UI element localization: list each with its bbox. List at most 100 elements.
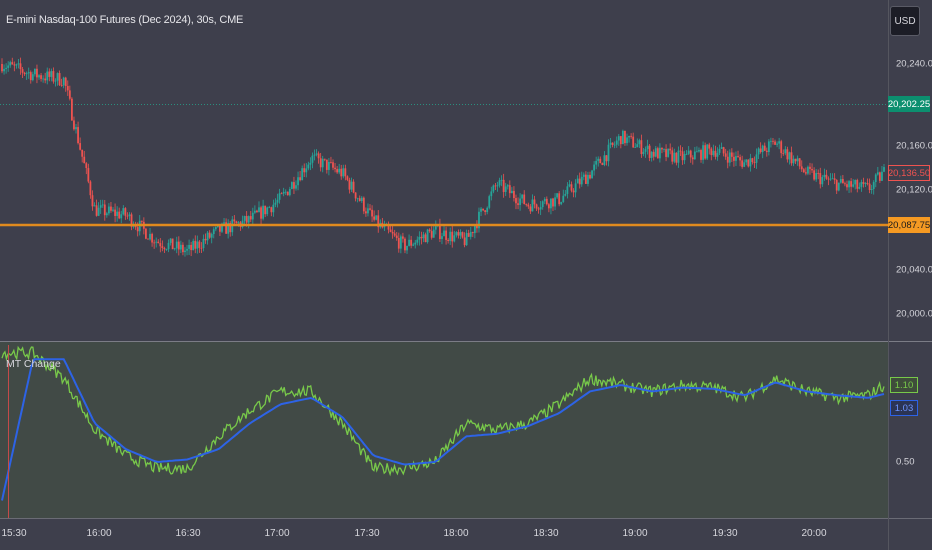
- candle-body: [774, 141, 776, 145]
- indicator-tick-label: 0.50: [896, 456, 915, 468]
- candle-body: [578, 178, 581, 185]
- candle-body: [562, 195, 565, 202]
- candle-body: [650, 151, 653, 158]
- candle-body: [95, 205, 98, 216]
- candle-body: [114, 209, 116, 216]
- candle-body: [541, 201, 544, 208]
- candle-body: [313, 154, 316, 156]
- candle-body: [743, 162, 746, 167]
- candle-body: [654, 148, 657, 157]
- candle-body: [465, 233, 468, 246]
- candle-body: [613, 144, 616, 146]
- candle-body: [525, 203, 528, 205]
- candle-body: [190, 244, 193, 251]
- candle-body: [235, 221, 238, 224]
- candle-body: [663, 149, 665, 150]
- candle-body: [233, 219, 236, 222]
- candle-body: [568, 184, 571, 187]
- candle-body: [391, 231, 394, 234]
- candle-body: [15, 64, 18, 66]
- candle-body: [599, 158, 602, 164]
- candle-body: [823, 174, 826, 178]
- candle-body: [157, 241, 160, 244]
- candle-body: [110, 206, 112, 211]
- candle-body: [469, 232, 472, 237]
- price-tick-label: 20,000.00: [896, 308, 932, 320]
- candle-body: [558, 193, 561, 205]
- candle-body: [506, 185, 509, 187]
- candle-body: [198, 241, 201, 248]
- candle-body: [192, 240, 195, 251]
- candle-body: [504, 186, 507, 192]
- candle-body: [809, 166, 811, 169]
- candle-body: [815, 173, 818, 180]
- indicator-pane-background: [0, 342, 888, 518]
- candle-body: [856, 179, 859, 189]
- candle-body: [580, 176, 583, 185]
- candle-body: [850, 181, 853, 187]
- candle-body: [249, 216, 252, 220]
- candle-body: [681, 151, 684, 161]
- candle-body: [251, 212, 254, 220]
- candle-body: [288, 189, 291, 196]
- candle-body: [272, 204, 275, 213]
- candle-body: [866, 182, 869, 184]
- candle-body: [330, 161, 332, 163]
- candle-body: [31, 74, 34, 81]
- candle-body: [860, 182, 863, 187]
- candle-body: [537, 208, 540, 210]
- candle-body: [434, 226, 437, 230]
- candle-body: [305, 168, 308, 173]
- candle-body: [297, 177, 299, 186]
- candles: [1, 57, 885, 257]
- candle-body: [527, 204, 530, 207]
- candle-body: [656, 148, 659, 159]
- candle-body: [404, 238, 406, 251]
- candle-body: [13, 64, 16, 66]
- candle-body: [593, 164, 596, 171]
- candle-body: [9, 62, 12, 66]
- candle-body: [661, 147, 663, 150]
- candle-body: [3, 68, 5, 72]
- candle-body: [266, 207, 269, 215]
- candle-body: [258, 207, 260, 213]
- candle-body: [395, 235, 398, 239]
- candle-body: [761, 145, 764, 153]
- candle-body: [354, 192, 357, 199]
- candle-body: [685, 153, 688, 155]
- candle-body: [418, 236, 421, 240]
- candle-body: [118, 211, 121, 219]
- candle-body: [624, 130, 626, 144]
- candle-body: [264, 205, 267, 215]
- candle-body: [79, 143, 82, 150]
- currency-button[interactable]: USD: [890, 6, 920, 36]
- candle-body: [196, 241, 199, 249]
- candle-body: [352, 181, 355, 193]
- candle-body: [410, 239, 413, 246]
- candle-body: [539, 207, 542, 210]
- candle-body: [227, 222, 230, 234]
- candle-body: [844, 183, 846, 185]
- candle-body: [350, 181, 353, 190]
- candle-body: [200, 247, 203, 249]
- candle-body: [124, 208, 127, 216]
- candle-body: [449, 231, 452, 242]
- candle-body: [759, 148, 762, 153]
- candle-body: [56, 73, 59, 81]
- candle-body: [40, 75, 42, 79]
- candle-body: [854, 179, 857, 185]
- support-price-badge: 20,087.75: [888, 217, 930, 233]
- time-label: 20:00: [801, 528, 827, 539]
- candle-body: [480, 208, 482, 212]
- candle-body: [582, 174, 585, 177]
- candle-body: [644, 149, 647, 152]
- candle-body: [794, 158, 797, 162]
- candle-body: [17, 63, 20, 65]
- candle-body: [508, 185, 511, 194]
- candle-body: [325, 159, 328, 170]
- candle-body: [515, 198, 517, 204]
- candle-body: [402, 236, 404, 239]
- candle-body: [780, 141, 783, 154]
- indicator-title[interactable]: MT Change: [6, 358, 61, 370]
